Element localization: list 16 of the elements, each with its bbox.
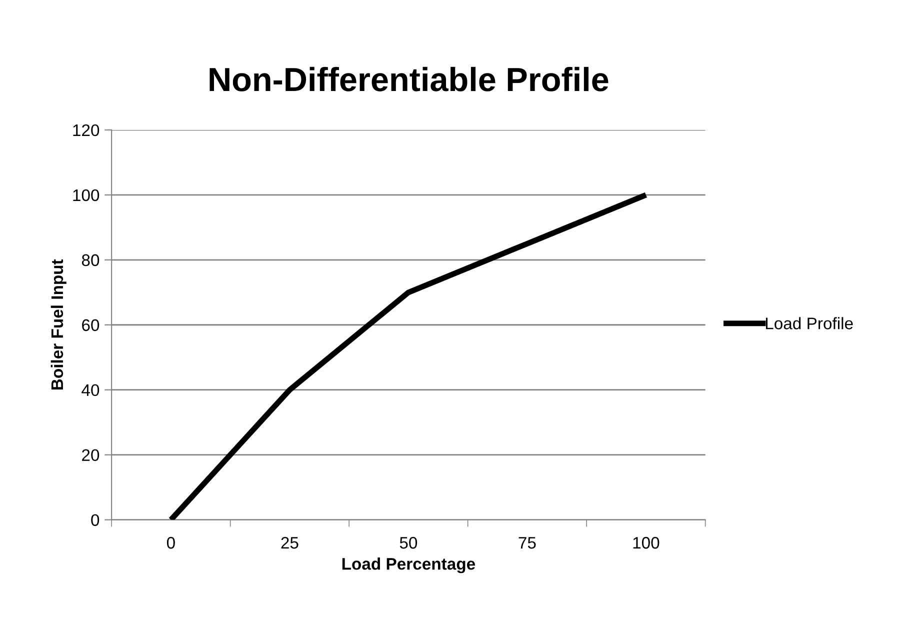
y-tick-label: 60 (82, 319, 100, 332)
y-tick-label: 80 (82, 254, 100, 266)
x-tick-label: 0 (166, 536, 175, 549)
y-tick-label: 0 (91, 514, 100, 526)
chart-title: Non-Differentiable Profile (210, 66, 608, 92)
x-tick-label: 75 (518, 537, 536, 549)
legend-label: Load Profile (766, 317, 853, 330)
x-axis-title: Load Percentage (342, 558, 476, 574)
x-tick-label: 25 (281, 536, 298, 549)
y-tick-label: 20 (82, 449, 100, 462)
y-tick-label: 120 (73, 124, 100, 136)
y-axis-title: Boiler Fuel Input (50, 259, 66, 390)
x-tick-label: 50 (400, 536, 418, 549)
x-tick-label: 100 (633, 536, 660, 549)
y-tick-label: 100 (73, 189, 100, 202)
y-tick-label: 40 (82, 384, 100, 396)
